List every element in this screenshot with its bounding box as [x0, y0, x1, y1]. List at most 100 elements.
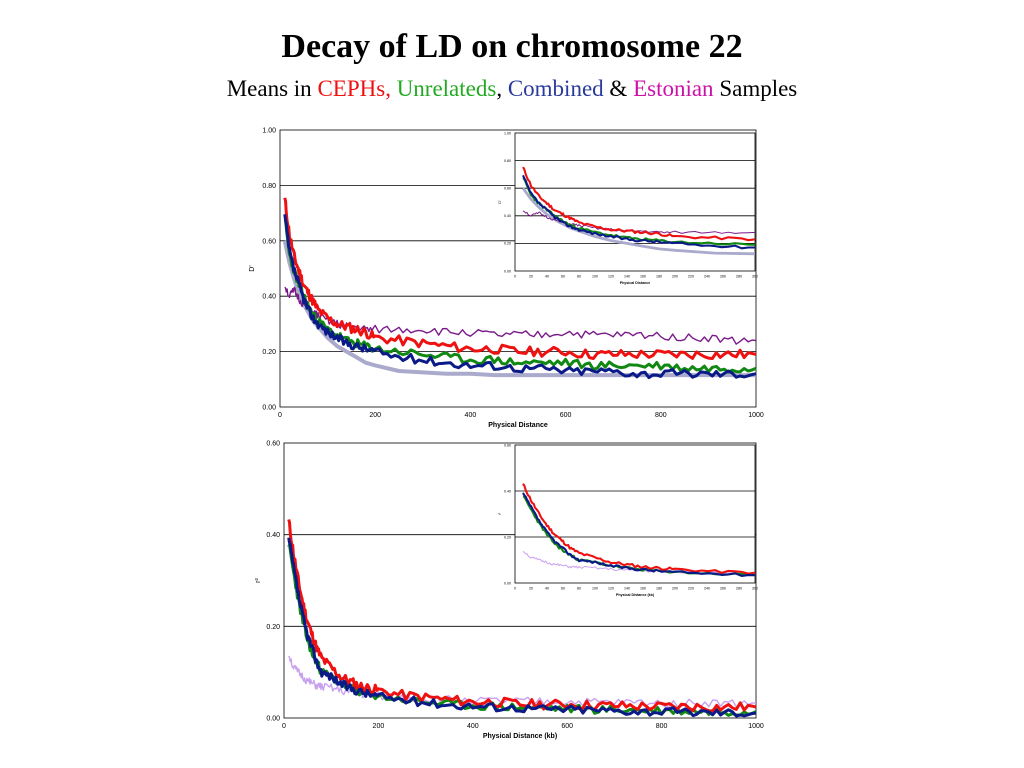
dprime-chart-y-tick-label: 0.00: [262, 404, 276, 411]
dprime-inset-x-tick-label: 260: [720, 275, 726, 279]
dprime-inset-frame: [514, 132, 756, 272]
rsquared-chart-y-axis-label: r²: [255, 578, 262, 583]
dprime-chart-x-tick-label: 0: [278, 412, 282, 419]
rsquared-chart-y-tick-label: 0.60: [266, 440, 280, 447]
dprime-chart-y-tick-label: 0.40: [262, 294, 276, 301]
subtitle-comma-2: ,: [496, 76, 508, 101]
rsquared-chart-series-combined: [287, 537, 757, 718]
slide-title: Decay of LD on chromosome 22: [281, 28, 743, 65]
dprime-chart-series-combined: [283, 214, 757, 380]
subtitle-unrelateds: Unrelateds: [396, 76, 497, 101]
rsquared-chart-series-estonian: [288, 655, 757, 708]
dprime-chart-y-tick-label: 0.80: [262, 183, 276, 190]
dprime-inset-x-tick-label: 240: [704, 275, 710, 279]
dprime-inset-x-axis-label: Physical Distance: [620, 281, 651, 285]
rsquared-chart-series-cephs: [287, 519, 757, 713]
dprime-inset-x-tick-label: 160: [640, 275, 646, 279]
rsquared-inset-x-tick-label: 0: [514, 587, 516, 591]
rsquared-inset-y-tick-label: 0.40: [504, 489, 511, 493]
dprime-chart-y-axis-label: D': [249, 265, 256, 271]
subtitle-estonian: Estonian: [633, 76, 714, 101]
dprime-inset-y-tick-label: 0.60: [504, 186, 511, 190]
subtitle-suffix: Samples: [713, 76, 798, 101]
rsquared-inset-x-tick-label: 220: [688, 587, 694, 591]
dprime-chart-series-cephs: [283, 197, 757, 360]
rsquared-inset-series-cephs: [522, 483, 756, 575]
dprime-inset-x-tick-label: 300: [752, 275, 758, 279]
dprime-chart-series-unrelateds: [283, 219, 757, 374]
rsquared-inset-x-tick-label: 40: [545, 587, 549, 591]
dprime-inset-y-tick-label: 0.80: [504, 159, 511, 163]
dprime-chart-x-tick-label: 200: [369, 412, 381, 419]
dprime-inset-x-tick-label: 80: [577, 275, 581, 279]
rsquared-inset-frame: [514, 444, 756, 584]
dprime-chart-y-tick-label: 1.00: [262, 127, 276, 134]
dprime-chart-y-tick-label: 0.60: [262, 238, 276, 245]
rsquared-chart-x-axis-label: Physical Distance (kb): [483, 733, 557, 740]
rsquared-chart-y-tick-label: 0.40: [266, 532, 280, 539]
dprime-chart-x-tick-label: 400: [465, 412, 477, 419]
dprime-chart-x-axis-label: Physical Distance: [488, 422, 548, 429]
rsquared-inset-x-tick-label: 120: [608, 587, 614, 591]
dprime-inset-x-tick-label: 0: [514, 275, 516, 279]
rsquared-chart-y-tick-label: 0.20: [266, 624, 280, 631]
dprime-inset-y-tick-label: 0.20: [504, 242, 511, 246]
rsquared-inset-series-combined: [522, 492, 756, 577]
subtitle-comma-1: ,: [385, 76, 397, 101]
dprime-inset-series-estonian: [522, 210, 756, 234]
dprime-inset-series-cephs: [522, 166, 756, 242]
rsquared-inset-x-tick-label: 160: [640, 587, 646, 591]
rsquared-inset-x-tick-label: 300: [752, 587, 758, 591]
rsquared-inset-x-tick-label: 280: [736, 587, 742, 591]
dprime-inset-series-fit: [521, 187, 756, 256]
rsquared-inset-y-tick-label: 0.60: [504, 443, 511, 447]
subtitle-cephs: CEPHs: [317, 76, 386, 101]
dprime-chart-x-tick-label: 800: [655, 412, 667, 419]
subtitle-prefix: Means in: [226, 76, 318, 101]
dprime-inset-x-tick-label: 100: [592, 275, 598, 279]
rsquared-chart-x-tick-label: 0: [282, 723, 286, 730]
rsquared-inset-y-axis-label: r²: [498, 512, 502, 515]
dprime-inset-y-tick-label: 0.40: [504, 214, 511, 218]
dprime-inset-y-tick-label: 1.00: [504, 131, 511, 135]
dprime-inset-x-tick-label: 40: [545, 275, 549, 279]
rsquared-inset-y-tick-label: 0.20: [504, 535, 511, 539]
dprime-chart-series-fit: [282, 240, 756, 378]
dprime-inset-x-tick-label: 220: [688, 275, 694, 279]
rsquared-chart-x-tick-label: 200: [373, 723, 385, 730]
dprime-inset-x-tick-label: 280: [736, 275, 742, 279]
dprime-inset-x-tick-label: 180: [656, 275, 662, 279]
dprime-inset-x-tick-label: 200: [672, 275, 678, 279]
dprime-inset-series-combined: [522, 174, 755, 250]
dprime-inset-x-tick-label: 140: [624, 275, 630, 279]
rsquared-inset-x-tick-label: 80: [577, 587, 581, 591]
rsquared-inset-x-tick-label: 60: [561, 587, 565, 591]
rsquared-inset-x-tick-label: 100: [592, 587, 598, 591]
rsquared-inset-x-tick-label: 20: [529, 587, 533, 591]
rsquared-chart-x-tick-label: 1000: [748, 723, 764, 730]
dprime-chart-x-tick-label: 1000: [748, 412, 764, 419]
dprime-inset: 0.00 0.20 0.40 0.60 0.80 1.00 0 20 40 60 80 100 120 1…: [498, 131, 758, 285]
dprime-inset-y-tick-label: 0.00: [504, 269, 511, 273]
rsquared-chart-x-tick-label: 400: [467, 723, 479, 730]
rsquared-inset-x-tick-label: 260: [720, 587, 726, 591]
subtitle-amp: &: [603, 76, 634, 101]
dprime-inset-x-tick-label: 60: [561, 275, 565, 279]
rsquared-chart-x-tick-label: 600: [561, 723, 573, 730]
dprime-chart-y-tick-label: 0.20: [262, 349, 276, 356]
rsquared-inset-x-tick-label: 140: [624, 587, 630, 591]
dprime-chart-x-tick-label: 600: [560, 412, 572, 419]
dprime-inset-x-tick-label: 20: [529, 275, 533, 279]
rsquared-inset-x-axis-label: Physical Distance (kb): [616, 593, 655, 597]
rsquared-chart-y-tick-label: 0.00: [266, 715, 280, 722]
rsquared-inset-y-tick-label: 0.00: [504, 581, 511, 585]
rsquared-inset-x-tick-label: 240: [704, 587, 710, 591]
dprime-inset-y-axis-label: D': [498, 200, 502, 204]
rsquared-inset-x-tick-label: 200: [672, 587, 678, 591]
dprime-inset-x-tick-label: 120: [608, 275, 614, 279]
rsquared-inset-x-tick-label: 180: [656, 587, 662, 591]
rsquared-chart-x-tick-label: 800: [656, 723, 668, 730]
rsquared-inset: 0.00 0.20 0.40 0.60 0 20 40 60 80 100 120 140 160 180…: [498, 443, 758, 597]
subtitle-combined: Combined: [507, 76, 604, 101]
